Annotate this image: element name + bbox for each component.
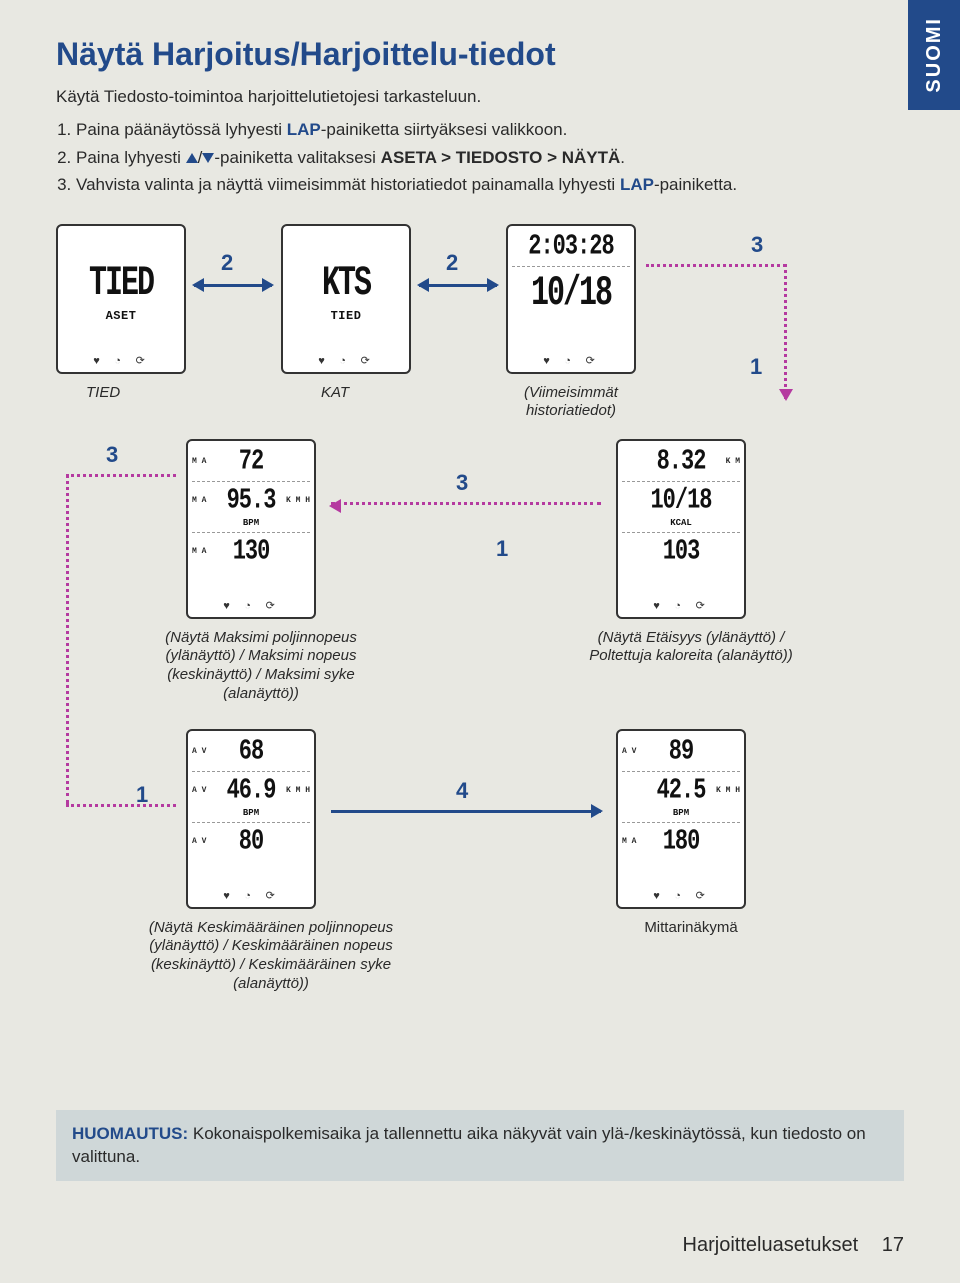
intro-text: Käytä Tiedosto-toimintoa harjoittelutiet… — [56, 87, 904, 107]
flow-diagram: TIED ASET ♥ ◔ ⟳ TIED KTS TIED ♥ ◔ ⟳ KAT … — [56, 224, 904, 1104]
page-footer: Harjoitteluasetukset 17 — [683, 1234, 904, 1257]
num-2b: 2 — [446, 250, 458, 276]
triangle-up-icon — [186, 153, 198, 163]
caption-tied: TIED — [86, 384, 120, 403]
dotted-top — [646, 264, 786, 267]
dotted-left-h2 — [66, 804, 176, 807]
arrow-4 — [331, 810, 601, 813]
dotted-left-h1 — [66, 474, 176, 477]
caption-dist: (Näytä Etäisyys (ylänäyttö) / Poltettuja… — [576, 629, 806, 667]
caption-history: (Viimeisimmät historiatiedot) — [496, 384, 646, 422]
num-1c: 1 — [136, 782, 148, 808]
num-3b: 3 — [106, 442, 118, 468]
page-title: Näytä Harjoitus/Harjoittelu-tiedot — [56, 36, 904, 73]
note-text: Kokonaispolkemisaika ja tallennettu aika… — [72, 1124, 866, 1167]
step-2: Paina lyhyesti /-painiketta valitaksesi … — [76, 145, 904, 171]
steps-list: Paina päänäytössä lyhyesti LAP-painikett… — [76, 117, 904, 198]
num-1b: 1 — [496, 536, 508, 562]
note-label: HUOMAUTUS: — [72, 1124, 188, 1143]
note-box: HUOMAUTUS: Kokonaispolkemisaika ja talle… — [56, 1110, 904, 1182]
caption-meter: Mittarinäkymä — [616, 919, 766, 938]
language-tab: SUOMI — [908, 0, 960, 110]
language-label: SUOMI — [923, 17, 946, 93]
step-1: Paina päänäytössä lyhyesti LAP-painikett… — [76, 117, 904, 143]
num-3c: 3 — [456, 470, 468, 496]
num-4: 4 — [456, 778, 468, 804]
arrow-1 — [194, 284, 272, 287]
dotted-left-v — [66, 474, 69, 804]
footer-page: 17 — [882, 1234, 904, 1256]
caption-max: (Näytä Maksimi poljinnopeus (ylänäyttö) … — [151, 629, 371, 704]
num-1a: 1 — [750, 354, 762, 380]
num-3a: 3 — [751, 232, 763, 258]
screen-dist: 8.32K M 10/18 KCAL 103 ♥ ◔ ⟳ — [616, 439, 746, 619]
dotted-mid — [331, 502, 601, 505]
screen-avg: A V68 A V46.9K M H BPM A V80 ♥ ◔ ⟳ — [186, 729, 316, 909]
screen-tied: TIED ASET ♥ ◔ ⟳ — [56, 224, 186, 374]
arrow-2 — [419, 284, 497, 287]
screen-kat: KTS TIED ♥ ◔ ⟳ — [281, 224, 411, 374]
caption-avg: (Näytä Keskimääräinen poljinnopeus (ylän… — [131, 919, 411, 994]
screen-max: M A72 M A95.3K M H BPM M A130 ♥ ◔ ⟳ — [186, 439, 316, 619]
screen-history: 2:03:28 10/18 ♥ ◔ ⟳ — [506, 224, 636, 374]
screen-meter: A V89 42.5K M H BPM M A180 ♥ ◔ ⟳ — [616, 729, 746, 909]
caption-kat: KAT — [321, 384, 349, 403]
num-2a: 2 — [221, 250, 233, 276]
step-3: Vahvista valinta ja näyttä viimeisimmät … — [76, 172, 904, 198]
dotted-down1 — [784, 264, 787, 399]
footer-section: Harjoitteluasetukset — [683, 1234, 859, 1256]
triangle-down-icon — [202, 153, 214, 163]
